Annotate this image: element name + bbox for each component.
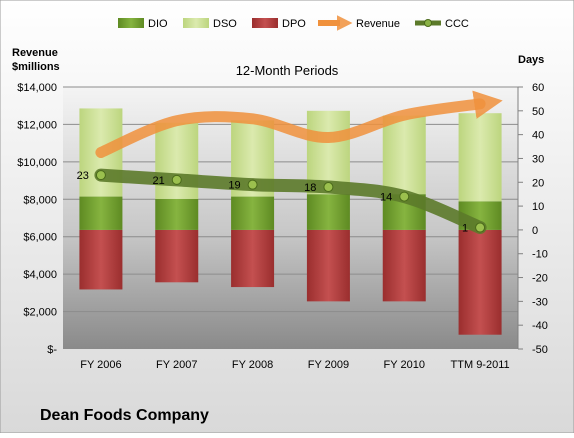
left-tick-label: $12,000 — [17, 119, 57, 131]
legend-swatch-dpo — [252, 18, 278, 28]
left-tick-label: $- — [47, 344, 57, 356]
legend-label-revenue: Revenue — [356, 18, 400, 30]
right-tick-label: 50 — [532, 106, 544, 118]
left-tick-label: $2,000 — [23, 307, 57, 319]
bar-dio — [79, 196, 123, 230]
right-axis: -50 -40 -30 -20 -10 0 10 20 30 40 50 60 — [517, 82, 548, 356]
legend-swatch-dso — [183, 18, 209, 28]
legend-label-ccc: CCC — [445, 18, 469, 30]
bars — [79, 108, 502, 335]
bar-dso — [458, 113, 502, 202]
right-tick-label: 0 — [532, 225, 538, 237]
left-tick-label: $8,000 — [23, 194, 57, 206]
right-tick-label: -30 — [532, 296, 548, 308]
ccc-point — [247, 179, 258, 190]
legend-swatch-dio — [118, 18, 144, 28]
ccc-data-label: 1 — [462, 223, 468, 235]
right-tick-label: 30 — [532, 153, 544, 165]
bar-dso — [382, 115, 426, 195]
bar-dpo — [231, 229, 275, 288]
ccc-point — [323, 182, 334, 193]
left-tick-label: $10,000 — [17, 157, 57, 169]
bar-dpo — [79, 229, 123, 290]
ccc-line: 23 21 19 18 14 1 — [77, 168, 487, 235]
bar-dpo — [382, 229, 426, 302]
right-tick-label: -20 — [532, 273, 548, 285]
left-tick-label: $6,000 — [23, 232, 57, 244]
bar-dpo — [155, 229, 199, 283]
ccc-point — [95, 170, 106, 181]
bar-dio — [231, 196, 275, 230]
legend-marker-ccc — [424, 19, 432, 27]
company-name: Dean Foods Company — [40, 407, 209, 424]
right-tick-label: -40 — [532, 320, 548, 332]
bar-dso — [155, 122, 199, 199]
x-tick-label: FY 2007 — [156, 359, 197, 371]
x-tick-label: FY 2009 — [308, 359, 349, 371]
left-axis-title-line2: $millions — [12, 61, 60, 73]
revenue-series-line — [95, 90, 503, 158]
x-tick-label: TTM 9-2011 — [451, 359, 510, 371]
bar-dio — [306, 194, 350, 230]
ccc-data-label: 21 — [153, 175, 165, 187]
legend-label-dio: DIO — [148, 18, 168, 30]
ccc-series-line — [94, 168, 487, 235]
legend-label-dso: DSO — [213, 18, 237, 30]
legend: DIO DSO DPO Revenue CCC — [118, 15, 469, 31]
right-tick-label: 10 — [532, 201, 544, 213]
bar-dio — [155, 198, 199, 230]
ccc-data-label: 19 — [228, 180, 240, 192]
ccc-point — [171, 174, 182, 185]
right-axis-title: Days — [518, 54, 544, 66]
left-tick-label: $4,000 — [23, 269, 57, 281]
left-axis-title-line1: Revenue — [12, 47, 58, 59]
ccc-point — [399, 191, 410, 202]
right-tick-label: 60 — [532, 82, 544, 94]
ccc-data-label: 14 — [380, 192, 392, 204]
legend-label-dpo: DPO — [282, 18, 306, 30]
left-axis: $- $2,000 $4,000 $6,000 $8,000 $10,000 $12,000… — [17, 82, 57, 356]
right-tick-label: 40 — [532, 130, 544, 142]
bar-dpo — [458, 229, 502, 335]
right-tick-label: 20 — [532, 177, 544, 189]
right-tick-label: -50 — [532, 344, 548, 356]
right-tick-label: -10 — [532, 249, 548, 261]
ccc-point — [475, 222, 486, 233]
x-tick-label: FY 2006 — [80, 359, 121, 371]
chart-title: 12-Month Periods — [236, 63, 339, 78]
left-tick-label: $14,000 — [17, 82, 57, 94]
revenue-line — [95, 90, 503, 158]
bar-dpo — [306, 229, 350, 302]
x-axis: FY 2006 FY 2007 FY 2008 FY 2009 FY 2010 TTM 9… — [80, 359, 509, 371]
ccc-data-label: 23 — [77, 170, 89, 182]
ccc-data-label: 18 — [304, 182, 316, 194]
x-tick-label: FY 2010 — [384, 359, 425, 371]
x-tick-label: FY 2008 — [232, 359, 273, 371]
